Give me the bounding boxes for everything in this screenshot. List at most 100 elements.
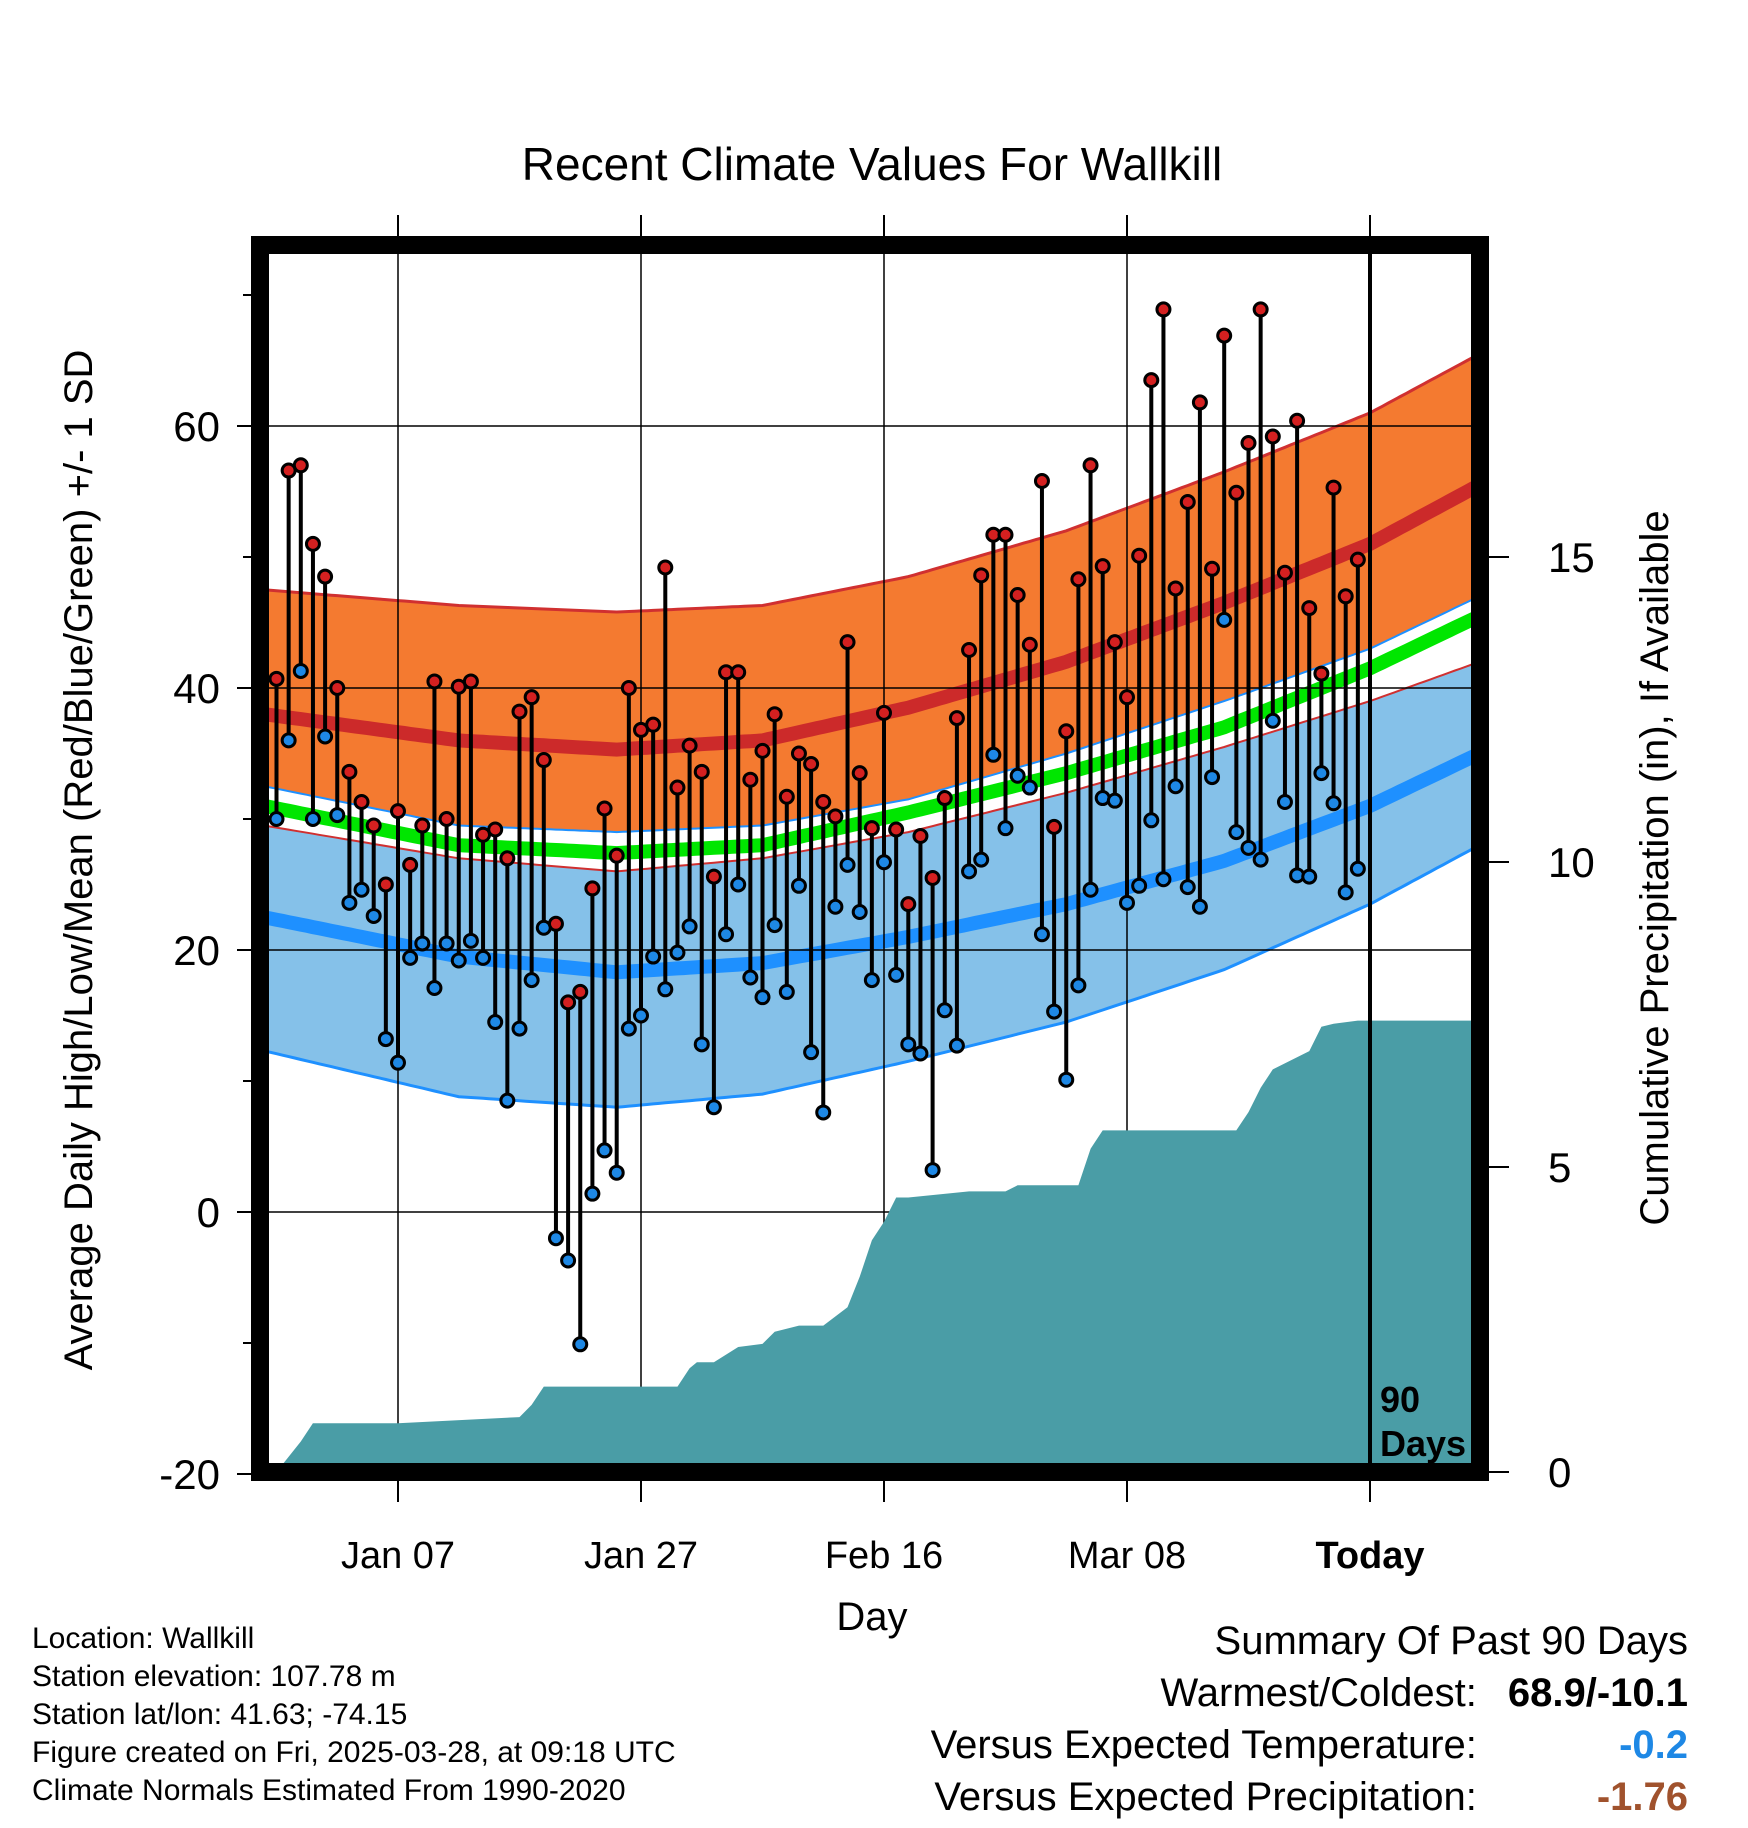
daily-low-point [1070,977,1087,994]
cumulative-precip-area [276,1020,1480,1472]
daily-high-point [560,994,577,1011]
axes [237,215,1509,1502]
x-tick-label: Mar 08 [1068,1535,1186,1577]
y2-tick-label: 0 [1548,1449,1571,1496]
daily-high-point [304,535,321,552]
daily-low-point [1131,877,1148,894]
daily-high-point [353,793,370,810]
y2-tick-label: 5 [1548,1144,1571,1191]
daily-low-point [1033,926,1050,943]
daily-high-point [462,673,479,690]
daily-low-point [876,854,892,871]
daily-high-point [900,896,917,913]
daily-low-point [645,948,662,965]
daily-high-point [961,642,978,659]
daily-high-point [693,763,710,780]
latlon-text: Station lat/lon: 41.63; -74.15 [32,1698,408,1731]
created-text: Figure created on Fri, 2025-03-28, at 09… [32,1736,676,1769]
y-tick-label: 40 [173,665,220,712]
daily-low-point [766,917,783,934]
daily-high-point [1167,580,1184,597]
y-tick-label: -20 [159,1451,220,1498]
high-lower-edge [264,595,1480,834]
daily-high-point [1252,301,1269,318]
daily-high-point [912,828,929,845]
daily-low-point [1216,611,1233,628]
daily-low-point [1252,851,1269,868]
daily-high-point [936,790,953,807]
daily-high-point [851,765,868,782]
daily-low-point [900,1036,917,1053]
daily-high-point [754,742,771,759]
daily-high-point [1337,588,1354,605]
daily-low-point [1058,1071,1075,1088]
daily-low-point [620,1020,637,1037]
daily-low-point [390,1054,406,1071]
daily-low-point [317,728,334,745]
daily-low-point [948,1037,965,1054]
daily-low-point [280,732,297,749]
daily-low-point [1349,860,1366,877]
daily-high-point [863,820,880,837]
daily-low-point [633,1007,649,1024]
daily-high-point [365,817,382,834]
daily-high-point [876,704,892,721]
daily-high-point [888,821,905,838]
daily-low-point [608,1164,625,1181]
daily-low-point [1276,793,1293,810]
daily-low-point [705,1099,722,1116]
daily-low-point [1191,898,1208,915]
daily-high-point [341,763,358,780]
daily-high-point [620,680,637,696]
daily-low-point [511,1020,528,1037]
daily-high-point [1058,723,1075,740]
daily-high-point [1313,665,1330,682]
daily-high-point [584,880,601,897]
daily-high-point [1131,547,1148,564]
daily-high-point [317,568,334,585]
daily-low-point [973,851,990,868]
daily-low-point [365,907,382,924]
daily-high-point [827,808,844,825]
daily-low-point [742,969,759,986]
daily-low-point [985,746,1002,763]
daily-high-point [645,716,662,733]
daily-high-point [329,680,346,696]
daily-low-point [1264,712,1281,729]
daily-low-point [827,898,844,915]
daily-low-point [499,1092,516,1109]
daily-high-point [608,847,625,864]
daily-low-point [1301,868,1318,885]
daily-low-point [815,1104,832,1121]
y2-tick-label: 15 [1548,534,1595,581]
daily-low-point [1046,1003,1063,1020]
daily-low-point [924,1162,941,1179]
daily-low-point [304,811,321,827]
daily-high-point [1009,586,1026,603]
normal-high-line [263,478,1480,757]
daily-high-point [1155,301,1172,318]
daily-low-point [657,981,674,998]
warm-cold-value: 68.9/-10.1 [1507,1671,1688,1715]
precipitation-area [276,1020,1480,1472]
daily-high-point [1276,564,1293,581]
daily-low-point [754,989,771,1006]
daily-high-point [1191,394,1208,411]
daily-low-point [475,949,492,966]
daily-low-point [547,1230,564,1247]
daily-high-point [997,526,1014,543]
x-tick-label: Feb 16 [825,1535,943,1577]
summary-heading: Summary Of Past 90 Days [1214,1619,1688,1663]
daily-low-point [1119,894,1135,911]
daily-high-point [815,793,832,810]
daily-low-point [851,904,868,921]
daily-high-point [1325,479,1342,496]
daily-high-point [1264,428,1281,445]
daily-points [268,301,1366,1353]
daily-low-point [450,952,467,969]
daily-high-point [547,915,564,932]
daily-low-point [961,863,978,880]
daily-high-point [1240,435,1257,452]
daily-high-point [1301,600,1318,617]
today-count-label: 90 [1380,1379,1420,1420]
